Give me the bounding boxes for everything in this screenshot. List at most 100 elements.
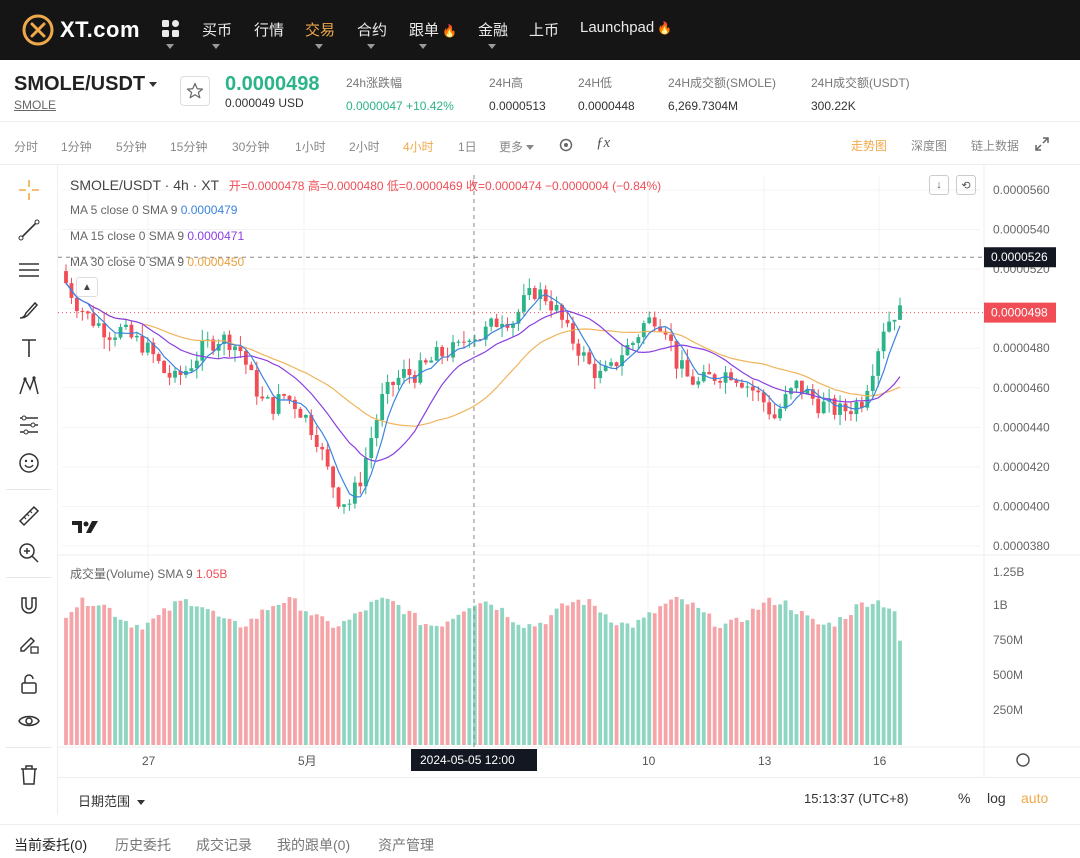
percent-scale-toggle[interactable]: % [958, 790, 971, 806]
date-range-button[interactable]: 日期范围 [78, 791, 145, 810]
chart-view-tab-0[interactable]: 走势图 [851, 139, 888, 153]
collapse-legend-button[interactable]: ▲ [76, 277, 98, 297]
order-tab-2[interactable]: 成交记录 [196, 837, 252, 853]
magnet-tool[interactable] [16, 593, 42, 619]
timeframe-5[interactable]: 1小时 [295, 140, 326, 154]
chart-view-tab-2[interactable]: 链上数据 [971, 139, 1020, 153]
log-scale-toggle[interactable]: log [987, 790, 1006, 806]
volume-bar [843, 618, 848, 745]
timeframe-2[interactable]: 5分钟 [116, 140, 147, 154]
fullscreen-icon[interactable] [1034, 136, 1050, 152]
pair-selector[interactable]: SMOLE/USDT [14, 73, 158, 96]
volume-bar [636, 619, 641, 745]
order-tab-0[interactable]: 当前委托(0) [14, 837, 88, 853]
indicators-fx-icon[interactable]: ƒx [596, 135, 611, 151]
nav-item-2[interactable]: 交易 [305, 22, 336, 39]
volume-tick-label: 500M [993, 668, 1023, 682]
delete-tool[interactable] [16, 762, 42, 788]
order-tab-1[interactable]: 历史委托 [115, 837, 171, 853]
chart-view-tab-1[interactable]: 深度图 [911, 139, 948, 153]
visibility-tool[interactable] [16, 708, 42, 734]
lock-all-tool[interactable] [16, 671, 42, 697]
settings-gear-icon[interactable] [558, 137, 574, 153]
pair-base-link[interactable]: SMOLE [14, 98, 57, 112]
nav-item-0[interactable]: 买币 [202, 22, 233, 39]
xt-logo-icon [22, 14, 54, 46]
order-tab-4[interactable]: 资产管理 [378, 837, 434, 853]
more-timeframes-button[interactable]: 更多 [499, 138, 535, 155]
timeframe-3[interactable]: 15分钟 [170, 140, 208, 154]
chart-canvas[interactable]: 0.00005600.00005400.00005200.00005000.00… [58, 165, 1080, 777]
zoom-in-tool[interactable] [16, 540, 42, 566]
eye-icon [18, 715, 40, 727]
candle-body [462, 341, 466, 343]
volume-bar [298, 610, 303, 745]
horizontal-lines-tool[interactable] [16, 257, 42, 283]
candle-body [794, 380, 799, 389]
volume-bar [451, 618, 455, 745]
crosshair-tool[interactable] [16, 177, 42, 203]
auto-scale-toggle[interactable]: auto [1021, 790, 1049, 806]
emoji-tool[interactable] [16, 450, 42, 476]
price-tick-label: 0.0000440 [993, 420, 1050, 434]
volume-bar [614, 625, 619, 745]
ruler-tool[interactable] [16, 503, 42, 529]
scroll-down-button[interactable]: ↓ [929, 175, 949, 195]
legend-ma15: MA 15 close 0 SMA 9 0.0000471 [70, 229, 245, 243]
candle-body [227, 334, 232, 351]
candle-body [772, 414, 777, 419]
candle-body [620, 355, 624, 367]
order-tab-3[interactable]: 我的跟单(0) [277, 837, 351, 853]
timeframe-1[interactable]: 1分钟 [61, 140, 92, 154]
volume-bar [467, 608, 472, 745]
tradingview-logo-icon [72, 521, 98, 533]
volume-tick-label: 1B [993, 598, 1008, 612]
nav-item-5[interactable]: 金融 [478, 22, 509, 39]
candle-body [472, 339, 477, 341]
pair-name: SMOLE/USDT [14, 73, 146, 95]
nav-item-3[interactable]: 合约 [357, 22, 388, 39]
timeframe-0[interactable]: 分时 [14, 140, 39, 154]
volume-bar [609, 622, 614, 745]
ticker-stat-3: 24H成交额(SMOLE) 6,269.7304M [668, 74, 776, 113]
reset-view-button[interactable]: ⟲ [956, 175, 976, 195]
apps-grid-icon[interactable] [162, 20, 180, 38]
candle-body [838, 403, 842, 415]
nav-item-4[interactable]: 跟单 🔥 [409, 22, 457, 39]
price-tick-label: 0.0000560 [993, 183, 1050, 197]
nav-item-7[interactable]: Launchpad 🔥 [580, 19, 673, 36]
brand-logo[interactable]: XT.com [22, 14, 140, 46]
candle-body [549, 301, 554, 311]
axis-settings-icon[interactable] [1016, 753, 1030, 767]
candle-body [418, 360, 423, 383]
candle-body [756, 390, 761, 393]
pattern-tool[interactable] [16, 373, 42, 399]
lock-drawing-tool[interactable] [16, 631, 42, 657]
favorite-button[interactable] [180, 76, 210, 106]
candle-body [527, 287, 532, 296]
crosshair-price-label: 0.0000526 [991, 250, 1048, 264]
trendline-tool[interactable] [16, 217, 42, 243]
timeframe-6[interactable]: 2小时 [349, 140, 380, 154]
volume-bar [603, 614, 608, 745]
nav-item-6[interactable]: 上币 [529, 22, 560, 39]
stat-label: 24h涨跌幅 [346, 76, 403, 90]
candle-body [167, 372, 172, 378]
volume-bar [745, 620, 750, 745]
brush-tool[interactable] [16, 297, 42, 323]
volume-bar [64, 617, 68, 745]
zoom-in-icon [19, 543, 39, 563]
timeframe-4[interactable]: 30分钟 [232, 140, 270, 154]
volume-bar [521, 627, 526, 745]
volume-bar [107, 607, 112, 745]
candle-body [598, 370, 603, 379]
text-tool[interactable] [16, 335, 42, 361]
nav-item-1[interactable]: 行情 [254, 22, 285, 39]
candle-body [407, 368, 412, 376]
price-chart[interactable]: 0.00005600.00005400.00005200.00005000.00… [58, 165, 1080, 777]
volume-bar [821, 624, 826, 745]
timeframe-7[interactable]: 4小时 [403, 140, 434, 154]
measure-tool[interactable] [16, 412, 42, 438]
timezone-clock[interactable]: 15:13:37 (UTC+8) [804, 791, 909, 806]
timeframe-8[interactable]: 1日 [458, 140, 477, 154]
